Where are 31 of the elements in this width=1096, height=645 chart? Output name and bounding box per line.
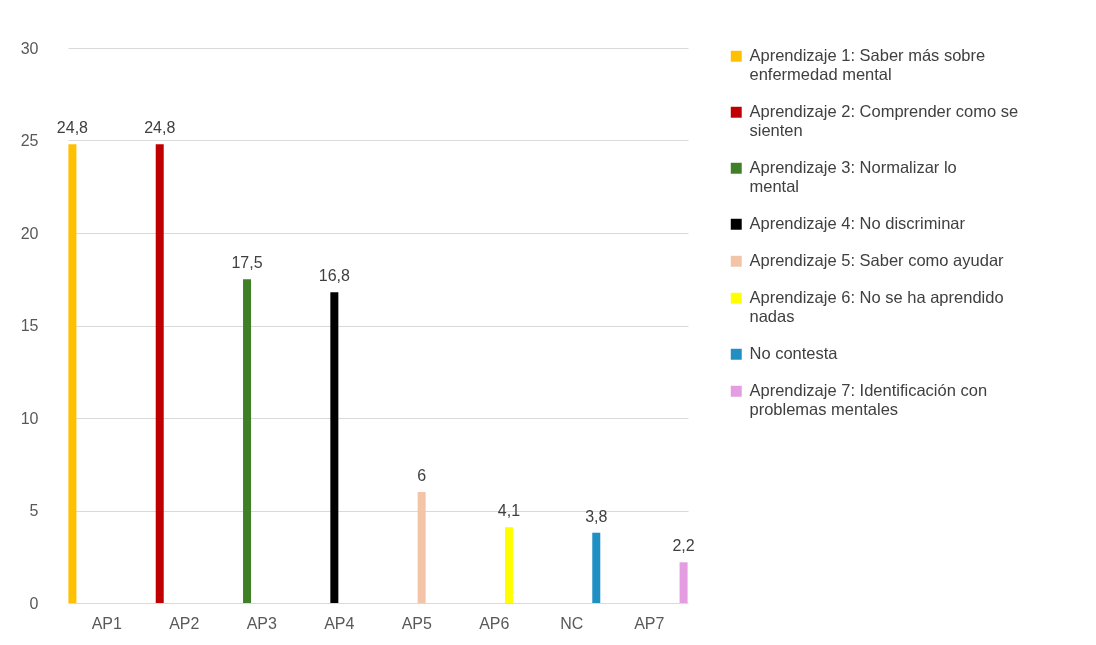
y-tick-label: 0 [29, 594, 39, 612]
legend-label: Aprendizaje 3: Normalizar lo mental [749, 158, 957, 195]
y-tick-label: 30 [20, 39, 39, 57]
legend-label: Aprendizaje 6: No se ha aprendido nadas [749, 288, 1004, 325]
x-tick-label: AP1 [91, 614, 122, 632]
legend-label: Aprendizaje 5: Saber como ayudar [749, 251, 1005, 270]
data-label: 3,8 [585, 507, 608, 525]
x-tick-label: AP7 [634, 614, 665, 632]
legend-label: Aprendizaje 4: No discriminar [749, 214, 966, 233]
data-label: 24,8 [56, 119, 89, 137]
data-label: 17,5 [231, 254, 263, 272]
x-tick-label: AP4 [324, 614, 355, 632]
x-tick-label: NC [560, 614, 584, 632]
legend-label: Aprendizaje 7: Identificación con problemas mentales [749, 381, 988, 418]
y-tick-label: 5 [29, 502, 39, 519]
data-label: 6 [417, 467, 427, 484]
y-tick-label: 10 [20, 409, 39, 427]
data-label: 16,8 [318, 267, 351, 285]
data-label: 2,2 [672, 537, 695, 555]
y-tick-label: 25 [20, 132, 39, 149]
legend-label: Aprendizaje 2: Comprender como se sienten [749, 102, 1019, 139]
y-tick-label: 20 [20, 224, 39, 242]
legend-label: Aprendizaje 1: Saber más sobre enfermedad mental [749, 46, 986, 83]
data-label: 24,8 [144, 119, 176, 137]
x-tick-label: AP3 [246, 614, 277, 632]
data-label: 4,1 [497, 502, 521, 520]
legend-label: No contesta [749, 344, 839, 363]
x-tick-label: AP5 [401, 614, 432, 632]
x-tick-label: AP2 [169, 614, 200, 632]
y-tick-label: 15 [20, 317, 39, 334]
x-tick-label: AP6 [479, 614, 510, 632]
